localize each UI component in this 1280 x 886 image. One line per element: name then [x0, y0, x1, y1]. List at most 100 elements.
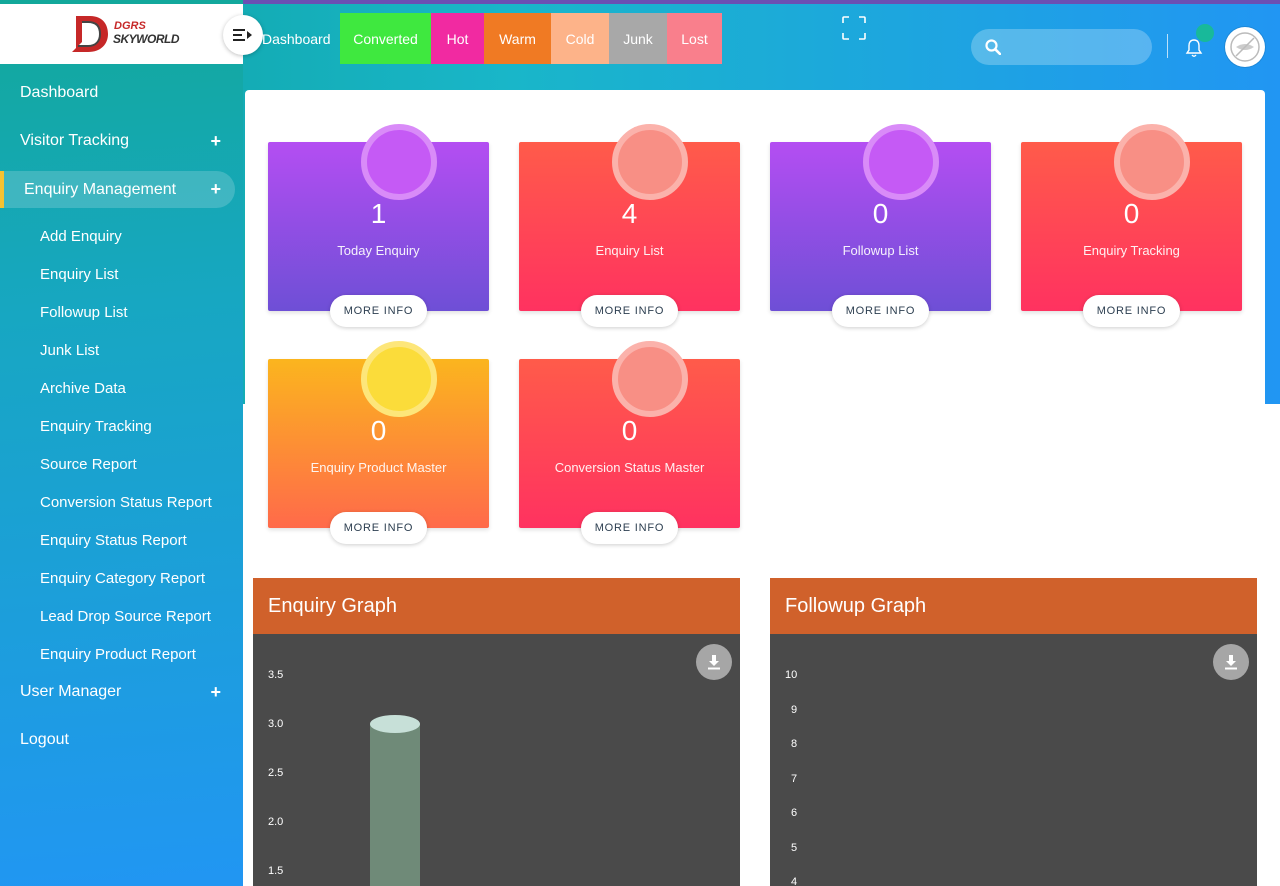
graph-title: Enquiry Graph [253, 578, 740, 634]
download-chart-button[interactable] [1213, 644, 1249, 680]
tile-label: Enquiry Tracking [1083, 243, 1180, 258]
sidebar-item-enquiry-management[interactable]: Enquiry Management + [0, 171, 235, 208]
user-avatar-icon [1230, 32, 1260, 62]
tile-decoration-circle [361, 341, 437, 417]
tab-warm[interactable]: Warm [484, 13, 551, 64]
tile-label: Today Enquiry [337, 243, 420, 258]
tile-decoration-circle [612, 341, 688, 417]
tile-today-enquiry: 1 Today Enquiry MORE INFO [268, 124, 489, 327]
followup-graph-panel: Followup Graph 10 9 8 7 6 5 4 [770, 578, 1257, 886]
more-info-button[interactable]: MORE INFO [581, 512, 678, 544]
tab-lost[interactable]: Lost [667, 13, 722, 64]
avatar[interactable] [1225, 27, 1265, 67]
tile-enquiry-tracking: 0 Enquiry Tracking MORE INFO [1021, 124, 1242, 327]
tile-label: Conversion Status Master [554, 460, 705, 475]
download-icon [708, 655, 720, 670]
y-tick-label: 4 [791, 876, 798, 886]
tile-count: 0 [621, 415, 638, 446]
tile-count: 0 [872, 198, 889, 229]
y-tick-label: 3.5 [268, 669, 284, 681]
menu-toggle-button[interactable] [223, 15, 263, 55]
logo-text-bottom: SKYWORLD [113, 32, 180, 46]
sidebar-item-label: Dashboard [20, 84, 99, 101]
bell-icon[interactable] [1185, 38, 1203, 58]
y-tick-label: 7 [791, 772, 798, 785]
top-accent-strip [0, 0, 1280, 4]
expand-icon[interactable]: + [210, 131, 221, 151]
sidebar-item-user-manager[interactable]: User Manager + [0, 670, 243, 714]
sidebar-subitem-conversion-status-report[interactable]: Conversion Status Report [40, 494, 212, 511]
sidebar-subitem-source-report[interactable]: Source Report [40, 456, 137, 473]
sidebar-subitem-enquiry-product-report[interactable]: Enquiry Product Report [40, 646, 196, 663]
download-icon [1225, 655, 1237, 670]
y-tick-label: 5 [791, 841, 798, 854]
y-tick-label: 6 [791, 807, 798, 819]
sidebar-item-label: Enquiry Management [24, 180, 177, 198]
tile-decoration-circle [1114, 124, 1190, 200]
y-tick-label: 9 [791, 703, 798, 716]
y-tick-label: 2.0 [268, 816, 284, 828]
tab-hot[interactable]: Hot [431, 13, 484, 64]
tile-count: 1 [370, 198, 387, 229]
y-tick-label: 2.5 [268, 767, 284, 779]
header-divider [1167, 34, 1168, 58]
graph-title: Followup Graph [770, 578, 1257, 634]
enquiry-chart-plot [370, 715, 420, 886]
sidebar-subitem-lead-drop-source-report[interactable]: Lead Drop Source Report [40, 608, 211, 625]
sidebar-subitem-archive-data[interactable]: Archive Data [40, 380, 126, 397]
download-chart-button[interactable] [696, 644, 732, 680]
logo-text-top: DGRS [114, 20, 146, 32]
search-box[interactable] [971, 29, 1152, 65]
sidebar-subitem-enquiry-category-report[interactable]: Enquiry Category Report [40, 570, 206, 587]
menu-icon [233, 29, 245, 44]
enquiry-graph-panel: Enquiry Graph 3.5 3.0 2.5 2.0 1.5 [253, 578, 740, 886]
tile-conversion-status-master: 0 Conversion Status Master MORE INFO [519, 341, 740, 544]
chevron-right-icon [247, 31, 252, 39]
chart-bar[interactable] [370, 715, 420, 886]
sidebar-subitem-enquiry-tracking[interactable]: Enquiry Tracking [40, 418, 152, 435]
sidebar-subitem-followup-list[interactable]: Followup List [40, 304, 128, 321]
sidebar-subitem-enquiry-status-report[interactable]: Enquiry Status Report [40, 532, 187, 549]
tile-followup-list: 0 Followup List MORE INFO [770, 124, 991, 327]
notification-badge [1196, 24, 1214, 42]
tile-count: 0 [1123, 198, 1140, 229]
tile-decoration-circle [361, 124, 437, 200]
tile-count: 4 [621, 198, 638, 229]
tile-label: Enquiry Product Master [310, 460, 447, 475]
expand-icon[interactable]: + [210, 179, 221, 199]
sidebar-subitem-junk-list[interactable]: Junk List [40, 342, 100, 359]
y-tick-label: 8 [791, 738, 798, 750]
tab-converted[interactable]: Converted [340, 13, 431, 64]
y-tick-label: 10 [785, 669, 798, 681]
search-icon [985, 39, 1001, 55]
sidebar-item-visitor-tracking[interactable]: Visitor Tracking + [0, 119, 243, 163]
sidebar-item-logout[interactable]: Logout [0, 718, 243, 762]
logo[interactable]: DGRS SKYWORLD [0, 4, 243, 64]
search-input[interactable] [1009, 35, 1139, 59]
tab-junk[interactable]: Junk [609, 13, 667, 64]
sidebar: DGRS SKYWORLD Dashboard Visitor Tracking… [0, 0, 243, 886]
tile-count: 0 [370, 415, 387, 446]
sidebar-subitem-add-enquiry[interactable]: Add Enquiry [40, 228, 122, 245]
tab-cold[interactable]: Cold [551, 13, 609, 64]
sidebar-item-label: Visitor Tracking [20, 132, 130, 149]
more-info-button[interactable]: MORE INFO [1083, 295, 1180, 327]
tile-decoration-circle [612, 124, 688, 200]
logo-icon [72, 16, 108, 52]
tile-label: Followup List [842, 243, 919, 258]
y-tick-label: 1.5 [268, 865, 284, 877]
sidebar-item-dashboard[interactable]: Dashboard [0, 71, 243, 115]
more-info-button[interactable]: MORE INFO [330, 512, 427, 544]
expand-icon[interactable]: + [210, 682, 221, 702]
more-info-button[interactable]: MORE INFO [832, 295, 929, 327]
fullscreen-icon[interactable] [842, 16, 866, 40]
more-info-button[interactable]: MORE INFO [581, 295, 678, 327]
y-tick-label: 3.0 [268, 718, 284, 730]
tile-enquiry-list: 4 Enquiry List MORE INFO [519, 124, 740, 327]
sidebar-subitem-enquiry-list[interactable]: Enquiry List [40, 266, 119, 283]
breadcrumb[interactable]: Dashboard [262, 31, 331, 47]
tile-enquiry-product-master: 0 Enquiry Product Master MORE INFO [268, 341, 489, 544]
tile-label: Enquiry List [595, 243, 664, 258]
more-info-button[interactable]: MORE INFO [330, 295, 427, 327]
tile-decoration-circle [863, 124, 939, 200]
